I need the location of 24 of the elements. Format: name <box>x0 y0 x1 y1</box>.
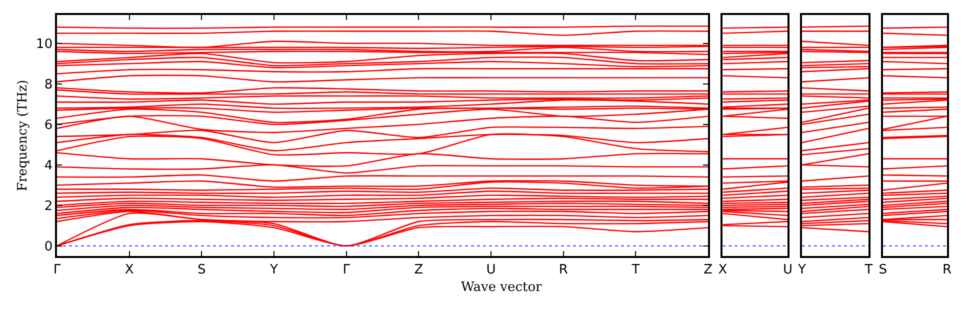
y-axis-title: Frequency (THz) <box>16 80 31 192</box>
x-tick-label: Z <box>704 262 713 278</box>
x-tick-label: X <box>124 262 134 278</box>
x-tick-label: R <box>558 262 568 278</box>
x-tick-label: Y <box>796 262 806 278</box>
x-tick-label: U <box>486 262 496 278</box>
y-tick-label: 4 <box>44 158 53 174</box>
x-tick-label: Γ <box>342 262 351 278</box>
x-tick-label: T <box>630 262 640 278</box>
x-tick-label: Γ <box>53 262 62 278</box>
y-tick-label: 8 <box>44 77 53 92</box>
x-tick-label: S <box>878 262 888 278</box>
x-tick-label: R <box>942 262 952 278</box>
x-tick-label: S <box>198 262 206 278</box>
x-axis-title: Wave vector <box>461 280 543 295</box>
y-tick-label: 10 <box>36 36 53 52</box>
x-tick-label: Y <box>269 262 278 278</box>
x-tick-label: U <box>782 262 792 278</box>
y-tick-label: 0 <box>44 239 53 254</box>
x-tick-label: Z <box>414 262 424 278</box>
y-tick-label: 6 <box>44 118 53 133</box>
y-tick-label: 2 <box>44 198 53 214</box>
x-tick-label: T <box>864 262 873 278</box>
x-tick-label: X <box>718 262 728 278</box>
